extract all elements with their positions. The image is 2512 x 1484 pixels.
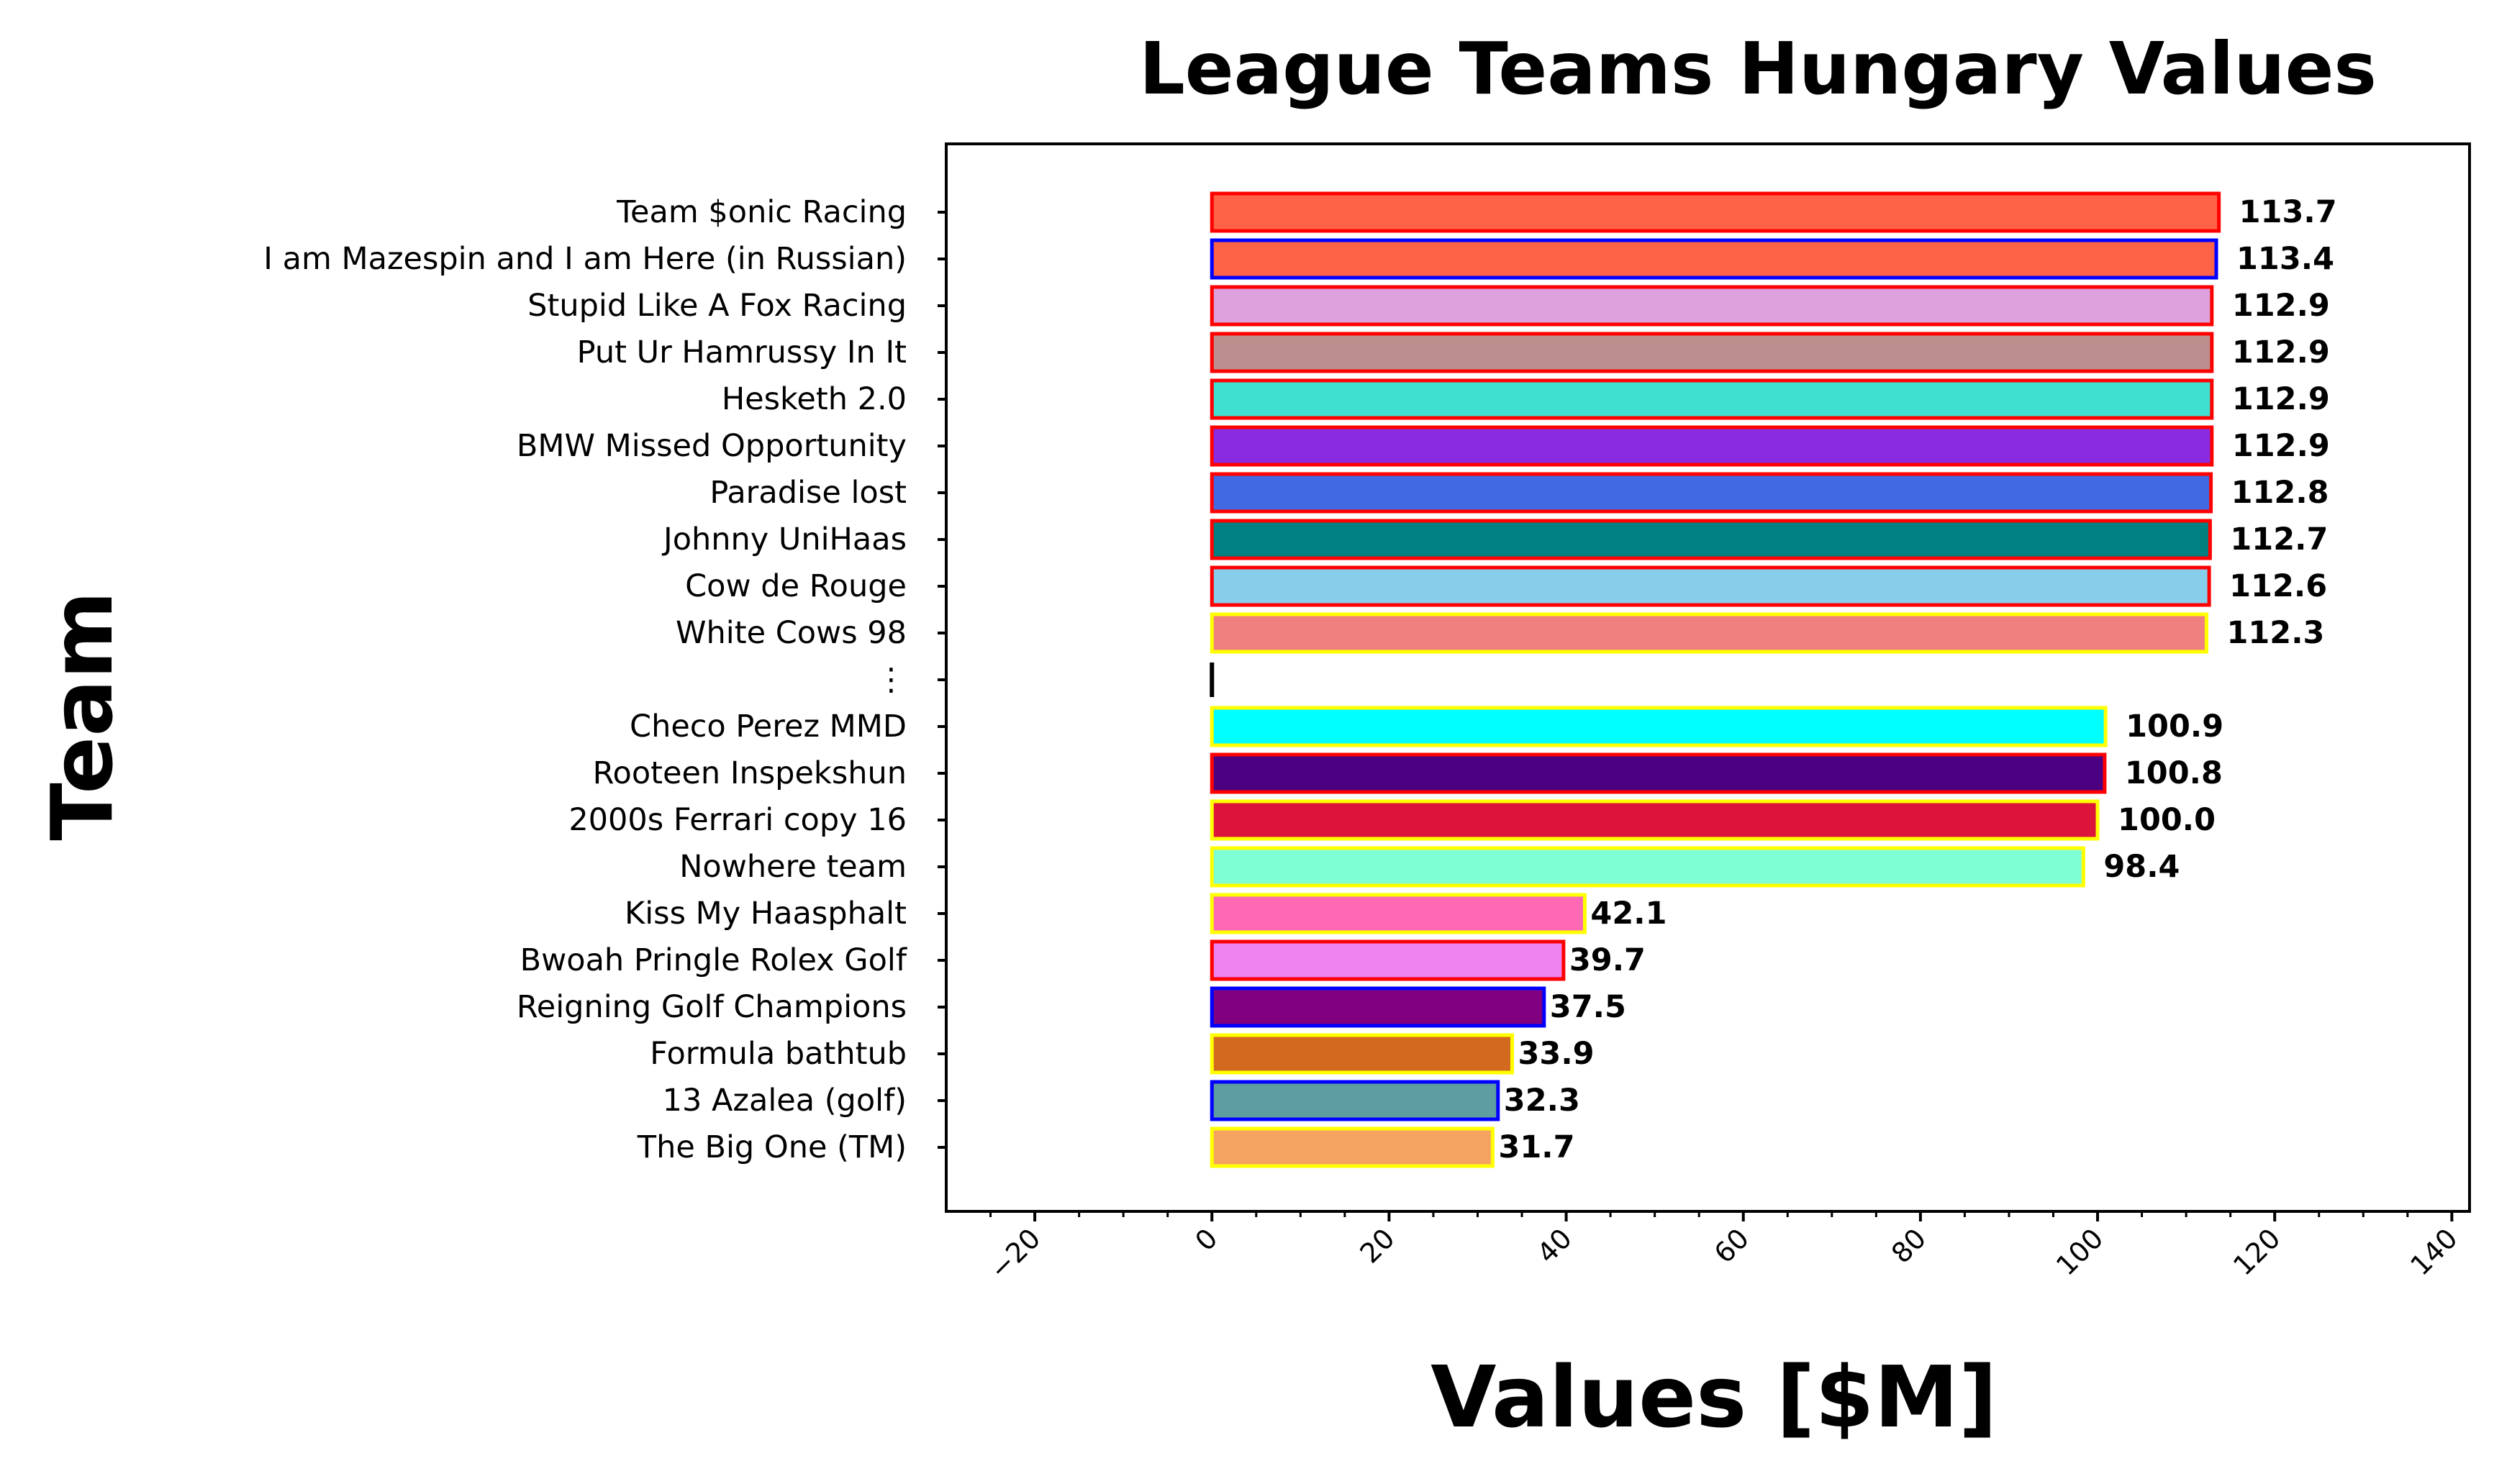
y-tick-label: Nowhere team <box>679 849 907 885</box>
y-tick-label: Paradise lost <box>709 475 907 511</box>
bar <box>1210 565 2211 607</box>
y-tick-label: White Cows 98 <box>676 615 907 651</box>
chart-title: League Teams Hungary Values <box>1139 27 2377 111</box>
bar-value-label: 112.9 <box>2232 428 2330 464</box>
bar <box>1210 752 2107 794</box>
y-axis-label: Team <box>32 591 132 840</box>
bar <box>1210 846 2085 888</box>
y-tick-label: I am Mazespin and I am Here (in Russian) <box>263 241 907 277</box>
bar <box>1210 519 2212 560</box>
y-axis-ticks: Team $onic Racing I am Mazespin and I am … <box>263 194 946 1165</box>
bar <box>1210 472 2213 514</box>
bar <box>1210 706 2108 747</box>
y-tick-label: Team $onic Racing <box>616 194 907 230</box>
y-tick-label: Cow de Rouge <box>685 568 907 604</box>
bar <box>1210 939 1566 981</box>
bar-value-label: 100.0 <box>2118 802 2216 838</box>
bar-value-label: 112.8 <box>2231 475 2329 511</box>
y-tick-label: Kiss My Haasphalt <box>625 896 907 932</box>
bar-value-label: 112.3 <box>2226 615 2324 651</box>
bar-value-label: 112.9 <box>2232 334 2330 370</box>
bar <box>1210 799 2100 841</box>
value-labels-group: 113.7 113.4 112.9 112.9 112.9 112.9 112.8 112.7… <box>1498 194 2336 1165</box>
plot-area-frame <box>945 142 2471 1213</box>
y-tick-label: ⋮ <box>876 662 907 698</box>
y-tick-label: Stupid Like A Fox Racing <box>527 288 907 324</box>
bar <box>1210 332 2214 373</box>
y-tick-label: Put Ur Hamrussy In It <box>577 334 907 370</box>
y-tick-label: Rooteen Inspekshun <box>593 755 907 791</box>
bar-value-label: 42.1 <box>1590 896 1667 932</box>
bar <box>1210 1033 1514 1075</box>
bar-value-label: 113.7 <box>2239 194 2337 230</box>
bar <box>1210 893 1587 934</box>
bar <box>1210 191 2221 233</box>
bar <box>1210 425 2214 467</box>
bar-value-label: 98.4 <box>2103 849 2180 885</box>
bar <box>1210 1126 1495 1168</box>
bar <box>1210 986 1546 1028</box>
bar-value-label: 113.4 <box>2236 241 2334 277</box>
y-tick-label: Hesketh 2.0 <box>722 381 907 417</box>
bar-value-label: 31.7 <box>1498 1129 1574 1165</box>
bar-value-label: 112.6 <box>2229 568 2327 604</box>
y-tick-label: Checo Perez MMD <box>630 709 907 745</box>
bar <box>1210 612 2208 654</box>
bar-value-label: 112.7 <box>2230 522 2328 557</box>
bar <box>1210 285 2214 327</box>
bar-value-label: 112.9 <box>2232 288 2330 324</box>
y-tick-label: Bwoah Pringle Rolex Golf <box>520 942 907 978</box>
bar <box>1210 1080 1500 1121</box>
bar <box>1210 378 2214 420</box>
y-tick-label: 2000s Ferrari copy 16 <box>568 802 907 838</box>
bar-value-label: 100.9 <box>2126 709 2223 745</box>
y-tick-label: Johnny UniHaas <box>661 522 907 557</box>
bar-value-label: 37.5 <box>1550 989 1626 1025</box>
bar-value-label: 39.7 <box>1569 942 1646 978</box>
y-tick-label: 13 Azalea (golf) <box>663 1083 907 1119</box>
y-tick-label: BMW Missed Opportunity <box>517 428 907 464</box>
x-axis-label: Values [$M] <box>1430 1347 1998 1447</box>
y-tick-label: The Big One (TM) <box>637 1129 907 1165</box>
bar-value-label: 100.8 <box>2125 755 2223 791</box>
bar-value-label: 32.3 <box>1504 1083 1580 1119</box>
bars-group <box>1210 191 2221 1168</box>
bar-value-label: 112.9 <box>2232 381 2330 417</box>
y-tick-label: Formula bathtub <box>650 1036 907 1072</box>
bar-value-label: 33.9 <box>1518 1036 1594 1072</box>
bar <box>1210 238 2218 280</box>
y-tick-label: Reigning Golf Champions <box>517 989 907 1025</box>
